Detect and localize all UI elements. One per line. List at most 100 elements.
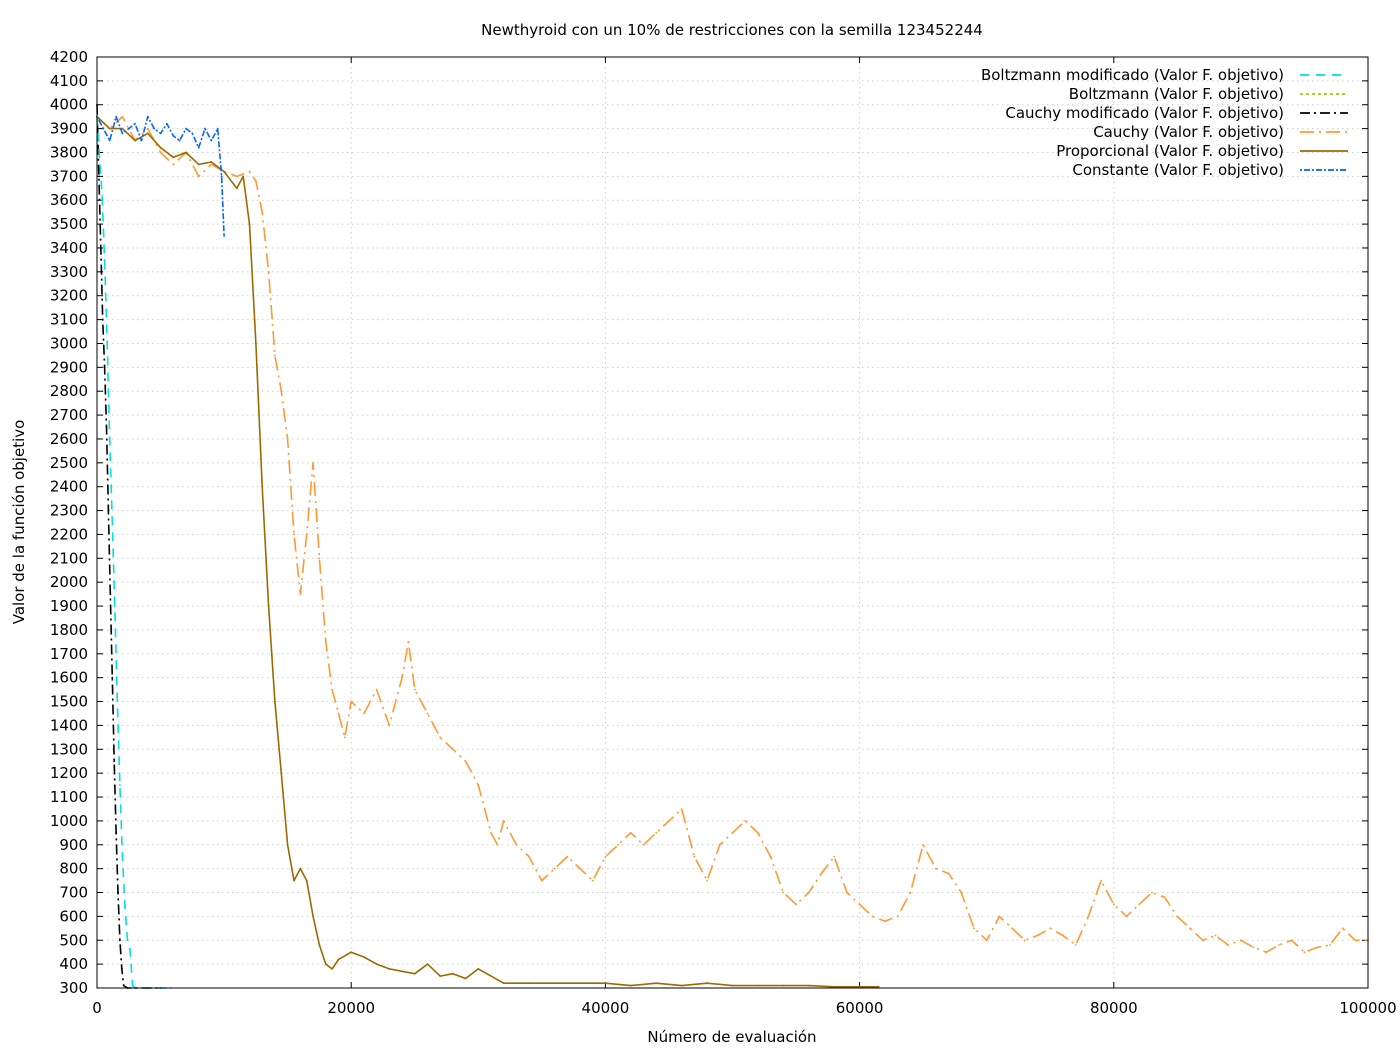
- data-point-cauchy-valor-f-objetivo: [706, 879, 708, 882]
- data-point-cauchy-modificado-valor-f-objetivo: [111, 676, 114, 679]
- data-point-boltzmann-modificado-valor-f-objetivo: [129, 948, 131, 951]
- data-point-proporcional-valor-f-objetivo: [439, 975, 442, 977]
- data-point-proporcional-valor-f-objetivo: [324, 963, 327, 965]
- data-point-proporcional-valor-f-objetivo: [159, 146, 162, 149]
- data-point-cauchy-valor-f-objetivo: [960, 891, 963, 894]
- data-point-cauchy-valor-f-objetivo: [782, 891, 785, 894]
- data-point-proporcional-valor-f-objetivo: [274, 700, 276, 703]
- data-point-proporcional-valor-f-objetivo: [305, 879, 308, 882]
- data-point-cauchy-modificado-valor-f-objetivo: [109, 593, 112, 595]
- data-point-cauchy-valor-f-objetivo: [629, 831, 632, 834]
- legend: Boltzmann modificado (Valor F. objetivo)…: [981, 66, 1348, 179]
- y-tick-label: 3500: [50, 215, 88, 233]
- data-point-proporcional-valor-f-objetivo: [528, 982, 530, 985]
- data-point-constante-valor-f-objetivo: [223, 235, 226, 237]
- data-point-cauchy-valor-f-objetivo: [267, 270, 270, 273]
- data-point-cauchy-valor-f-objetivo: [540, 879, 543, 882]
- data-point-cauchy-valor-f-objetivo: [655, 831, 658, 834]
- y-tick-label: 1400: [50, 716, 88, 734]
- data-point-cauchy-valor-f-objetivo: [439, 736, 442, 739]
- data-point-cauchy-valor-f-objetivo: [312, 461, 314, 464]
- data-point-cauchy-valor-f-objetivo: [159, 151, 162, 154]
- data-point-proporcional-valor-f-objetivo: [680, 984, 683, 987]
- x-tick-label: 40000: [582, 999, 630, 1017]
- legend-label: Cauchy modificado (Valor F. objetivo): [1005, 104, 1284, 122]
- data-point-proporcional-valor-f-objetivo: [280, 772, 283, 775]
- data-point-cauchy-valor-f-objetivo: [337, 712, 340, 715]
- data-point-cauchy-valor-f-objetivo: [1278, 944, 1280, 946]
- legend-label: Boltzmann modificado (Valor F. objetivo): [981, 66, 1284, 84]
- y-tick-label: 1800: [50, 621, 88, 639]
- data-point-cauchy-valor-f-objetivo: [286, 438, 289, 440]
- data-point-cauchy-valor-f-objetivo: [1036, 934, 1039, 937]
- data-point-cauchy-valor-f-objetivo: [769, 855, 772, 858]
- series-line-cauchy-modificado-valor-f-objetivo: [96, 104, 161, 989]
- data-point-cauchy-valor-f-objetivo: [318, 557, 321, 560]
- data-point-proporcional-valor-f-objetivo: [255, 342, 257, 345]
- data-point-cauchy-valor-f-objetivo: [1112, 903, 1115, 906]
- data-point-cauchy-valor-f-objetivo: [261, 211, 264, 214]
- legend-label: Proporcional (Valor F. objetivo): [1056, 142, 1284, 160]
- data-point-constante-valor-f-objetivo: [153, 127, 156, 130]
- data-point-cauchy-valor-f-objetivo: [248, 170, 251, 173]
- data-point-proporcional-valor-f-objetivo: [388, 968, 391, 970]
- data-point-proporcional-valor-f-objetivo: [413, 972, 416, 975]
- data-point-proporcional-valor-f-objetivo: [286, 843, 289, 846]
- data-point-proporcional-valor-f-objetivo: [502, 982, 505, 985]
- data-point-cauchy-valor-f-objetivo: [515, 843, 518, 846]
- data-point-cauchy-valor-f-objetivo: [121, 115, 124, 118]
- axis-layer: 300 400 500 600 700 800 900 1000 1100 1200 1300 140…: [50, 48, 1397, 1017]
- data-point-cauchy-modificado-valor-f-objetivo: [98, 175, 100, 178]
- data-point-cauchy-modificado-valor-f-objetivo: [122, 984, 125, 987]
- data-point-boltzmann-modificado-valor-f-objetivo: [106, 342, 109, 345]
- data-point-cauchy-valor-f-objetivo: [331, 688, 333, 691]
- data-point-constante-valor-f-objetivo: [159, 132, 162, 135]
- data-point-proporcional-valor-f-objetivo: [833, 985, 836, 988]
- data-point-constante-valor-f-objetivo: [140, 139, 143, 142]
- data-point-cauchy-valor-f-objetivo: [1240, 939, 1242, 942]
- data-point-proporcional-valor-f-objetivo: [146, 132, 149, 135]
- data-point-boltzmann-modificado-valor-f-objetivo: [113, 605, 116, 607]
- data-point-cauchy-valor-f-objetivo: [858, 903, 861, 906]
- data-point-cauchy-valor-f-objetivo: [884, 920, 886, 923]
- data-point-proporcional-valor-f-objetivo: [807, 984, 810, 987]
- data-point-cauchy-valor-f-objetivo: [1138, 903, 1141, 906]
- data-point-proporcional-valor-f-objetivo: [579, 982, 581, 985]
- data-point-cauchy-valor-f-objetivo: [871, 915, 874, 918]
- data-point-cauchy-valor-f-objetivo: [477, 784, 480, 786]
- data-point-boltzmann-modificado-valor-f-objetivo: [131, 984, 134, 987]
- data-point-cauchy-modificado-valor-f-objetivo: [103, 366, 106, 369]
- data-point-cauchy-valor-f-objetivo: [1214, 934, 1217, 937]
- y-tick-label: 3700: [50, 167, 88, 185]
- data-point-boltzmann-modificado-valor-f-objetivo: [103, 259, 106, 261]
- data-point-proporcional-valor-f-objetivo: [452, 972, 454, 975]
- y-tick-label: 900: [59, 836, 88, 854]
- data-point-proporcional-valor-f-objetivo: [655, 982, 658, 985]
- data-point-cauchy-valor-f-objetivo: [1329, 944, 1331, 946]
- data-point-proporcional-valor-f-objetivo: [293, 879, 295, 882]
- data-point-cauchy-valor-f-objetivo: [846, 891, 848, 894]
- data-point-proporcional-valor-f-objetivo: [337, 958, 340, 961]
- y-tick-label: 4100: [50, 72, 88, 90]
- y-tick-label: 2900: [50, 358, 88, 376]
- y-tick-label: 4200: [50, 48, 88, 66]
- series-line-proporcional-valor-f-objetivo: [96, 116, 879, 988]
- data-point-boltzmann-modificado-valor-f-objetivo: [101, 194, 103, 197]
- data-point-constante-valor-f-objetivo: [210, 139, 213, 142]
- data-point-cauchy-valor-f-objetivo: [210, 163, 213, 166]
- data-point-cauchy-valor-f-objetivo: [502, 820, 505, 822]
- data-point-cauchy-valor-f-objetivo: [668, 820, 670, 822]
- data-point-boltzmann-modificado-valor-f-objetivo: [98, 156, 101, 159]
- data-point-cauchy-modificado-valor-f-objetivo: [101, 318, 104, 321]
- data-point-cauchy-valor-f-objetivo: [604, 855, 607, 858]
- y-tick-label: 1600: [50, 669, 88, 687]
- data-point-proporcional-valor-f-objetivo: [363, 956, 365, 958]
- y-tick-label: 300: [59, 979, 88, 997]
- data-point-cauchy-valor-f-objetivo: [363, 712, 365, 715]
- data-point-cauchy-valor-f-objetivo: [528, 855, 530, 858]
- data-point-proporcional-valor-f-objetivo: [731, 984, 734, 987]
- y-tick-label: 2200: [50, 525, 88, 543]
- data-point-proporcional-valor-f-objetivo: [553, 982, 556, 985]
